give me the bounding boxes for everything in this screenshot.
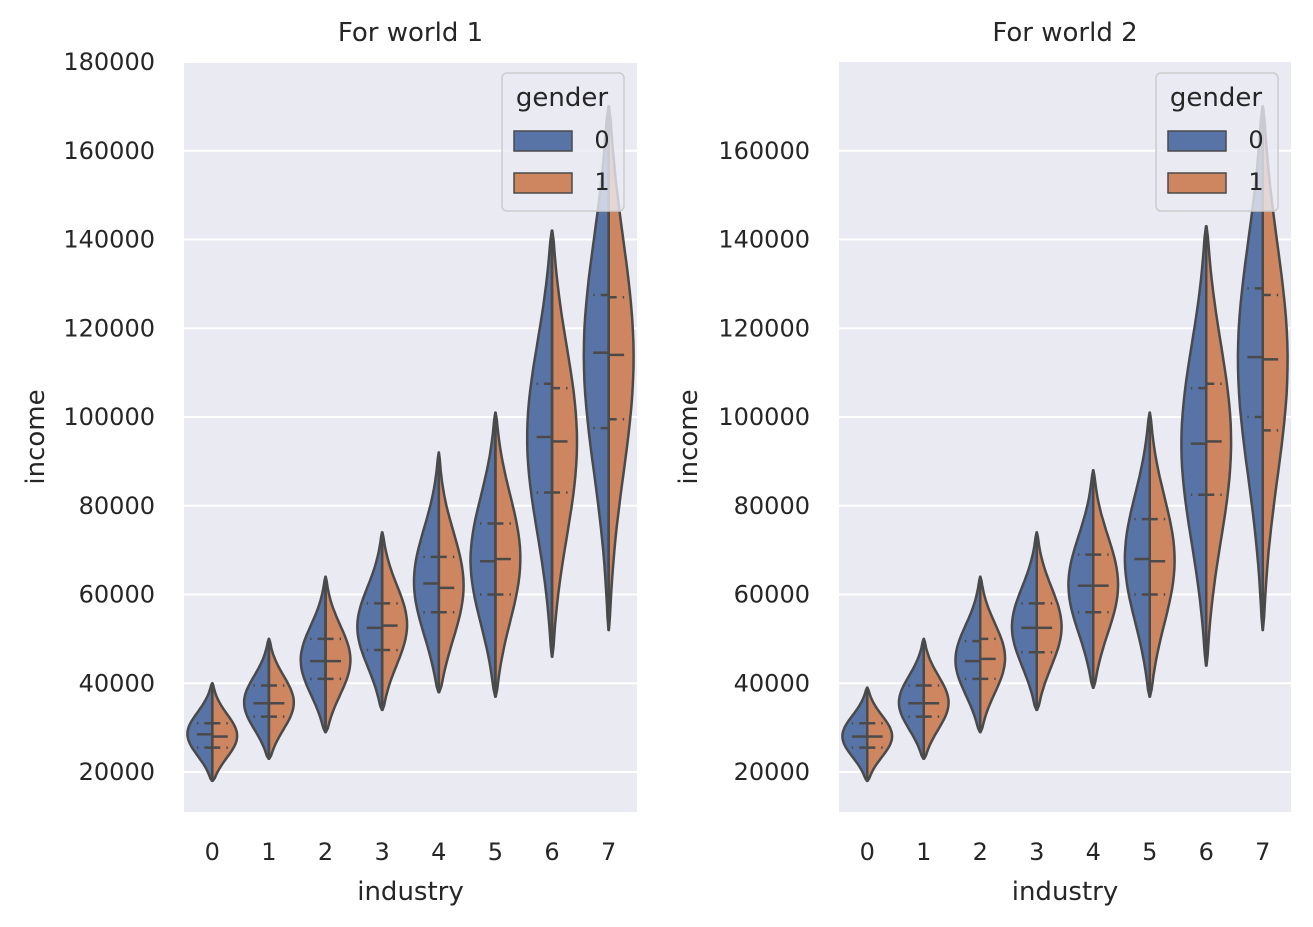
violin-gender-0 [469,411,497,698]
violin-gender-0 [1123,411,1151,698]
x-tick-label: 0 [205,838,220,866]
violin-gender-0 [841,686,869,783]
x-tick-label: 2 [973,838,988,866]
x-tick-label: 1 [916,838,931,866]
violin-gender-0 [525,229,554,658]
y-tick-label: 60000 [734,581,810,609]
legend-title: gender [516,83,608,113]
legend: gender 0 1 [501,72,625,212]
violin-gender-1 [1205,224,1233,667]
x-axis-label: industry [357,877,464,907]
violin-gender-1 [437,451,465,694]
legend-label-1: 1 [594,168,609,196]
violin-gender-0 [897,637,925,760]
y-tick-label: 100000 [718,403,810,431]
y-tick-label: 160000 [718,137,810,165]
violin-gender-0 [1010,531,1038,712]
violin-gender-1 [267,637,296,760]
x-tick-label: 4 [1086,838,1101,866]
violin-gender-1 [494,411,522,698]
x-tick-label: 5 [488,838,503,866]
x-tick-label: 4 [431,838,446,866]
legend-swatch-0 [1167,130,1227,152]
violin-gender-0 [954,575,982,734]
y-tick-label: 40000 [79,669,155,697]
x-tick-label: 2 [318,838,333,866]
y-tick-label: 80000 [79,492,155,520]
x-tick-label: 5 [1142,838,1157,866]
y-tick-label: 120000 [63,314,155,342]
violin-gender-1 [979,575,1007,734]
violin-gender-1 [211,682,239,783]
y-tick-label: 100000 [63,403,155,431]
violin-gender-0 [1180,224,1208,667]
legend-label-0: 0 [594,126,609,154]
y-tick-label: 140000 [63,226,155,254]
y-tick-label: 160000 [63,137,155,165]
legend-label-0: 0 [1248,126,1263,154]
violin-gender-1 [380,531,409,712]
violin-gender-0 [1067,469,1095,689]
y-tick-label: 140000 [718,226,810,254]
y-tick-label: 80000 [734,492,810,520]
y-tick-label: 60000 [79,581,155,609]
violin-gender-1 [866,686,894,783]
x-tick-label: 3 [1029,838,1044,866]
subplot-world-2: 2000040000600008000010000012000014000016… [674,18,1291,907]
violin-gender-0 [242,637,271,760]
x-axis-label: industry [1012,877,1119,907]
violin-gender-1 [550,229,579,658]
subplot-world-1: 2000040000600008000010000012000014000016… [21,18,637,907]
violin-gender-1 [1035,531,1063,712]
violin-gender-0 [186,682,214,783]
legend-title: gender [1170,83,1262,113]
violin-gender-0 [356,531,384,712]
x-tick-label: 6 [1199,838,1214,866]
legend-label-1: 1 [1248,168,1263,196]
x-tick-label: 7 [1255,838,1270,866]
chart-title: For world 1 [338,18,483,48]
y-axis-label: income [674,389,704,484]
legend: gender 0 1 [1155,72,1279,212]
x-tick-label: 1 [261,838,276,866]
y-tick-label: 120000 [718,314,810,342]
x-tick-label: 6 [544,838,559,866]
chart-title: For world 2 [992,18,1137,48]
violin-gender-0 [412,451,441,694]
x-tick-label: 3 [375,838,390,866]
legend-swatch-1 [1167,172,1227,194]
legend-swatch-1 [513,172,573,194]
violin-gender-1 [324,575,352,734]
y-axis-label: income [21,389,51,484]
violin-gender-1 [1092,469,1120,689]
violin-gender-1 [1148,411,1176,698]
x-tick-label: 7 [601,838,616,866]
y-tick-label: 180000 [63,48,155,76]
y-tick-label: 20000 [79,758,155,786]
x-tick-label: 0 [860,838,875,866]
violin-gender-1 [922,637,950,760]
y-tick-label: 20000 [734,758,810,786]
violin-gender-0 [299,575,327,734]
legend-swatch-0 [513,130,573,152]
y-tick-label: 40000 [734,669,810,697]
